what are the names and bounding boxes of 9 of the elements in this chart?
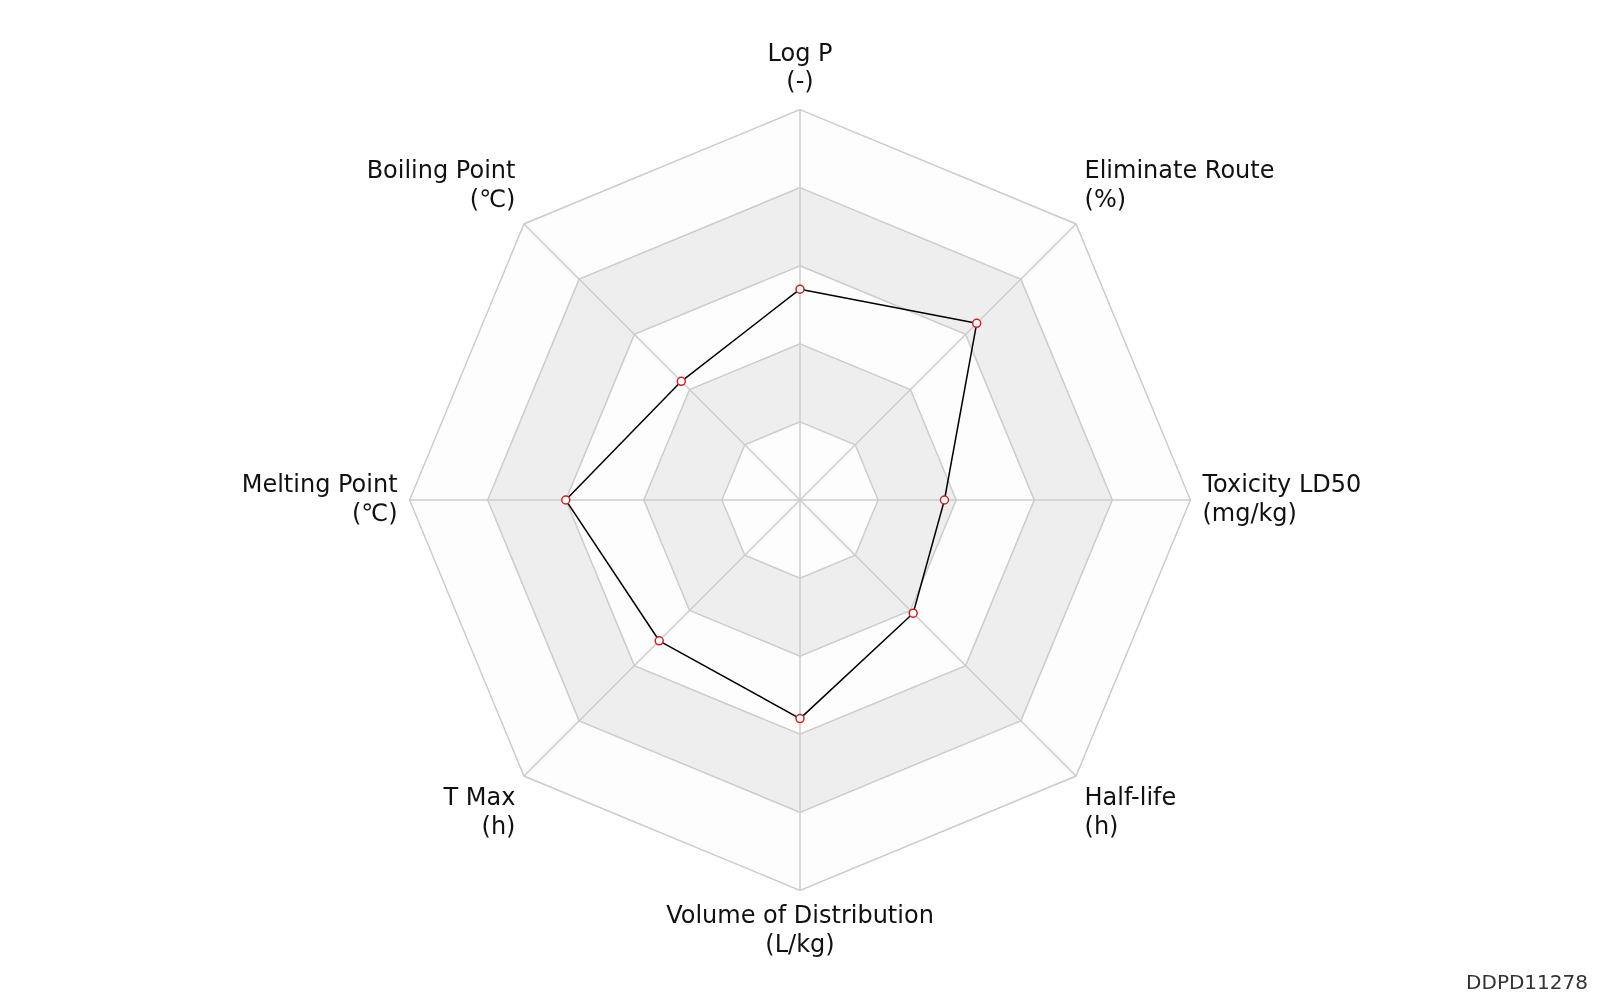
- spoke-label: Log P (-): [767, 38, 833, 96]
- spoke-label: Toxicity LD50 (mg/kg): [1201, 469, 1362, 527]
- text: DDPD11278: [1466, 970, 1588, 994]
- spoke-label: Boiling Point (℃): [366, 156, 516, 214]
- spoke-label: Half-life (h): [1084, 783, 1177, 840]
- spoke-label: T Max (h): [442, 783, 516, 840]
- spoke-label: Eliminate Route (%): [1084, 156, 1275, 214]
- spoke-label: Volume of Distribution (L/kg): [666, 901, 934, 958]
- spoke-label: Melting Point (℃): [241, 469, 398, 527]
